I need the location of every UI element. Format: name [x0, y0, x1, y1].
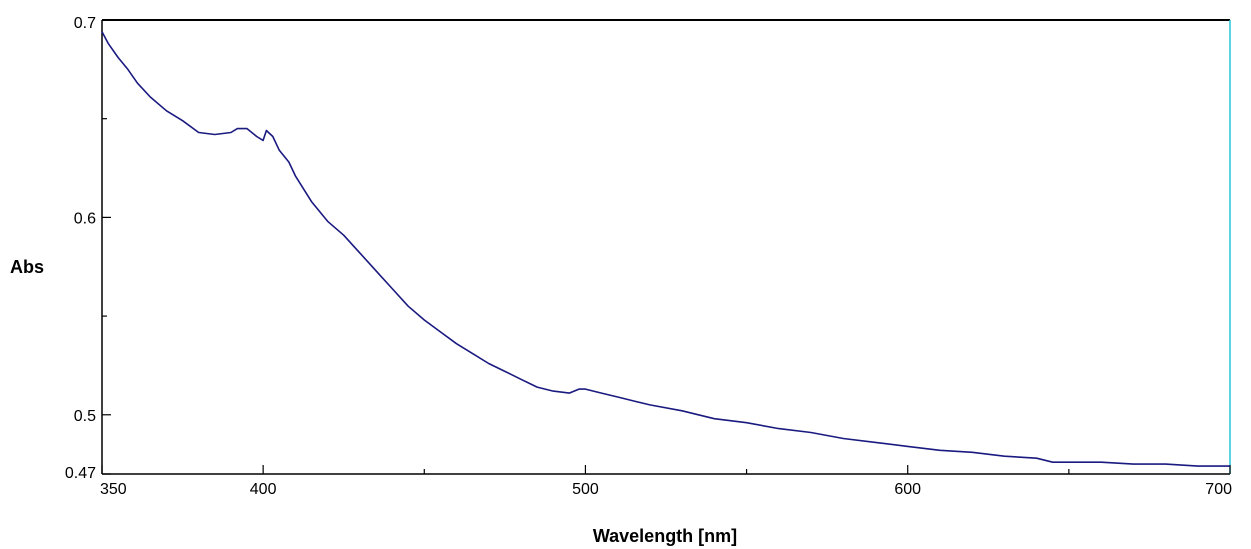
- y-tick-label: 0.6: [74, 210, 96, 227]
- axis-ticks: [101, 19, 1231, 475]
- x-tick-label: 400: [250, 481, 277, 498]
- y-tick-label: 0.47: [65, 465, 96, 482]
- x-tick-label: 600: [894, 481, 921, 498]
- series-line: [101, 31, 1230, 467]
- x-tick-label: 350: [100, 481, 127, 498]
- x-axis-title: Wavelength [nm]: [593, 526, 737, 546]
- x-tick-label: 500: [572, 481, 599, 498]
- y-tick-label: 0.5: [74, 408, 96, 425]
- axis-tick-labels: 350 400 500 600 700 0.47 0.5 0.6 0.7: [65, 15, 1232, 498]
- x-tick-label: 700: [1205, 481, 1232, 498]
- y-axis-title: Abs: [10, 257, 44, 277]
- plot-frame: [101, 19, 1231, 475]
- y-tick-label: 0.7: [74, 15, 96, 32]
